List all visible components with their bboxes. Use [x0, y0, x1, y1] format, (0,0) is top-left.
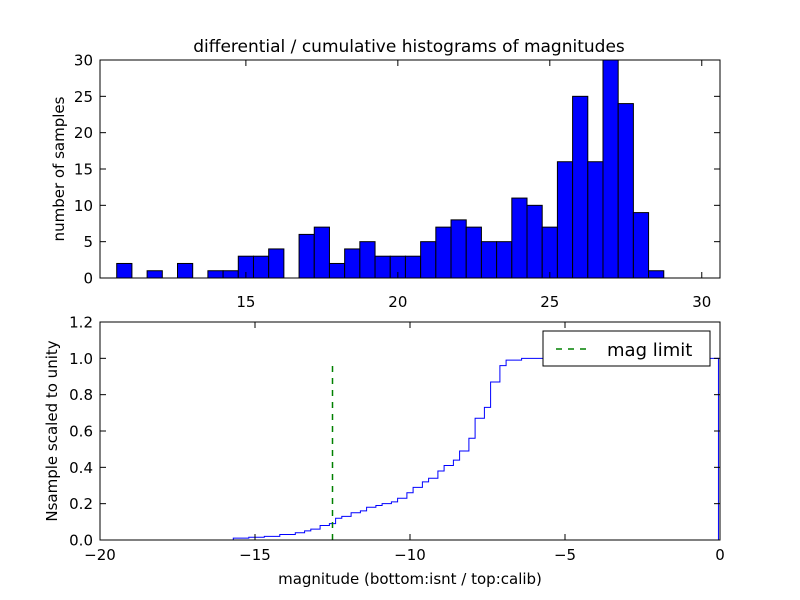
y-tick-label: 0.2: [69, 495, 93, 513]
histogram-bar: [480, 241, 498, 279]
y-tick-label: 1.0: [69, 350, 93, 368]
histogram-bar: [632, 212, 650, 279]
histogram-bar: [648, 270, 665, 279]
histogram-bar: [298, 233, 315, 279]
y-tick-label: 30: [74, 52, 93, 70]
histogram-bar: [207, 270, 224, 279]
histogram-bar: [177, 262, 194, 279]
x-tick-label: 0: [715, 546, 725, 564]
histogram-bar: [116, 262, 133, 279]
histogram-bar: [435, 226, 452, 279]
x-tick-label: −20: [84, 546, 116, 564]
bottom-cumulative-lines: [100, 357, 719, 541]
bottom-x-axis-label: magnitude (bottom:isnt / top:calib): [278, 570, 542, 588]
histogram-bar: [404, 255, 422, 279]
x-tick-label: −5: [554, 546, 576, 564]
top-y-axis-ticks: 0 5 10 15 20 25 30: [74, 52, 720, 288]
histogram-bar: [602, 59, 619, 279]
histogram-bar: [344, 248, 361, 279]
x-tick-label: −10: [394, 546, 426, 564]
y-tick-label: 20: [74, 124, 93, 142]
x-tick-label: 20: [388, 293, 407, 311]
top-x-axis-ticks: 15 20 25 30: [236, 60, 711, 311]
y-tick-label: 0.0: [69, 532, 93, 550]
histogram-bar: [146, 270, 163, 279]
x-tick-label: 30: [692, 293, 711, 311]
histogram-bar: [374, 255, 391, 279]
x-tick-label: −15: [239, 546, 271, 564]
y-tick-label: 10: [74, 197, 93, 215]
histogram-bar: [465, 226, 482, 279]
histogram-bar: [587, 161, 604, 279]
histogram-bar: [511, 197, 528, 279]
histogram-bar: [328, 262, 346, 279]
x-tick-label: 15: [236, 293, 255, 311]
cumulative-step-line: [100, 357, 719, 541]
histogram-bar: [556, 161, 574, 279]
histogram-bar: [359, 241, 376, 279]
y-tick-label: 5: [83, 233, 93, 251]
histogram-bar: [617, 103, 634, 279]
histogram-bar: [252, 255, 270, 279]
histogram-bar: [313, 226, 330, 279]
y-tick-label: 25: [74, 88, 93, 106]
y-tick-label: 0.6: [69, 423, 93, 441]
y-tick-label: 0.4: [69, 459, 93, 477]
x-tick-label: 25: [540, 293, 559, 311]
histogram-bar: [222, 270, 239, 279]
bottom-x-axis-ticks: −20 −15 −10 −5 0: [84, 322, 725, 564]
bottom-y-axis-label: Nsample scaled to unity: [43, 340, 61, 521]
histogram-bar: [572, 95, 589, 279]
histogram-bar: [450, 219, 467, 279]
histogram-bar: [268, 248, 285, 279]
top-chart-title: differential / cumulative histograms of …: [193, 37, 625, 57]
histogram-bar: [541, 226, 558, 279]
top-y-axis-label: number of samples: [50, 96, 68, 241]
legend-mag-limit-label: mag limit: [607, 340, 692, 361]
legend: mag limit: [542, 330, 711, 367]
y-tick-label: 0.8: [69, 386, 93, 404]
y-tick-label: 1.2: [69, 314, 93, 332]
histogram-bar: [496, 241, 513, 279]
y-tick-label: 15: [74, 161, 93, 179]
y-tick-label: 0: [83, 270, 93, 288]
bottom-y-axis-ticks: 0.0 0.2 0.4 0.6 0.8 1.0 1.2: [69, 314, 720, 550]
histogram-bar: [526, 204, 543, 279]
histogram-bar: [420, 241, 437, 279]
